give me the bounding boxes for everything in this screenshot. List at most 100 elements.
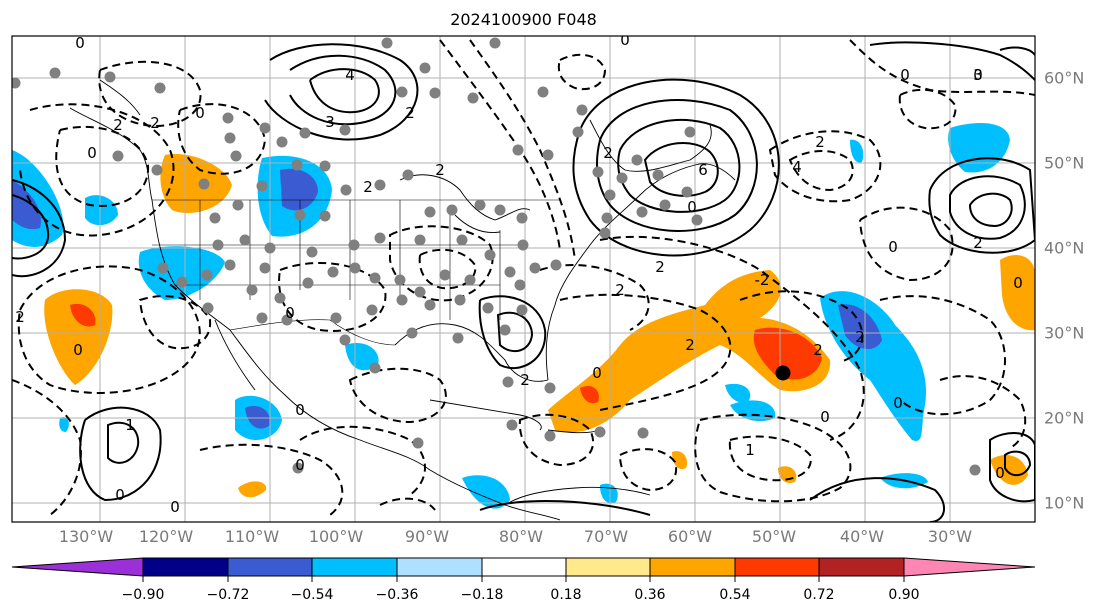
map-frame bbox=[11, 35, 1036, 523]
contour-value-label: 0 bbox=[170, 498, 180, 516]
contour-value-label: 0 bbox=[195, 104, 205, 122]
lon-label: 130°W bbox=[58, 527, 114, 546]
contour-value-label: 1 bbox=[745, 441, 755, 459]
contour-value-label: 1 bbox=[125, 416, 135, 434]
colorbar-segment bbox=[397, 558, 482, 576]
colorbar bbox=[11, 557, 1036, 582]
anomaly-positive-shade bbox=[778, 466, 797, 484]
contour-value-label: 0 bbox=[888, 238, 898, 256]
shaded-anomalies bbox=[12, 123, 1035, 509]
colorbar-segment bbox=[735, 558, 819, 576]
colorbar-tick-label: −0.54 bbox=[290, 587, 334, 603]
anomaly-negative-shade bbox=[600, 483, 618, 504]
contour-value-label: 2 bbox=[520, 371, 530, 389]
colorbar-extend-low bbox=[12, 558, 143, 576]
anomaly-negative-shade bbox=[850, 139, 864, 163]
contour-value-label: 0 bbox=[75, 34, 85, 52]
colorbar-tick-label: −0.90 bbox=[121, 587, 165, 603]
contour-value-label: 0 bbox=[295, 401, 305, 419]
anomaly-positive-core bbox=[753, 327, 822, 380]
lon-label: 80°W bbox=[498, 527, 544, 546]
anomaly-negative-core bbox=[12, 180, 41, 230]
colorbar-segment bbox=[650, 558, 735, 576]
contour-value-label: 2 bbox=[615, 281, 625, 299]
anomaly-negative-shade bbox=[345, 342, 379, 371]
anomaly-negative-shade bbox=[725, 383, 751, 403]
lat-lon-grid bbox=[12, 36, 1035, 522]
colorbar-extend-high bbox=[904, 558, 1035, 576]
colorbar-tick-label: 0.18 bbox=[550, 587, 582, 603]
anomaly-negative-shade bbox=[85, 195, 118, 226]
lat-label: 50°N bbox=[1044, 153, 1085, 173]
anomaly-negative-shade bbox=[948, 123, 1010, 173]
positive-contours bbox=[12, 41, 1035, 522]
contour-value-label: 0 bbox=[995, 464, 1005, 482]
lon-label: 120°W bbox=[138, 527, 194, 546]
anomaly-positive-shade bbox=[672, 451, 688, 470]
contour-value-label: 2 bbox=[813, 341, 823, 359]
contour-value-label: 0 bbox=[285, 304, 295, 322]
lon-label: 110°W bbox=[224, 527, 280, 546]
contour-value-label: 2 bbox=[113, 116, 123, 134]
anomaly-positive-core bbox=[580, 385, 599, 404]
anomaly-positive-shade bbox=[160, 154, 232, 213]
anomaly-negative-shade bbox=[138, 246, 225, 300]
contour-value-label: 0 bbox=[900, 66, 910, 84]
colorbar-tick-label: −0.36 bbox=[375, 587, 419, 603]
colorbar-segment bbox=[819, 558, 904, 576]
contour-value-label: 3 bbox=[973, 66, 983, 84]
contour-value-label: 0 bbox=[893, 394, 903, 412]
lon-label: 90°W bbox=[404, 527, 450, 546]
lon-label: 100°W bbox=[308, 527, 364, 546]
contour-value-label: 3 bbox=[325, 113, 335, 131]
contour-value-label: 2 bbox=[15, 308, 25, 326]
contour-value-label: 0 bbox=[592, 364, 602, 382]
contour-value-label: 2 bbox=[603, 144, 613, 162]
colorbar-segment bbox=[312, 558, 397, 576]
contour-value-label: 4 bbox=[345, 66, 355, 84]
contour-value-label: 0 bbox=[973, 66, 983, 84]
contour-value-label: 2 bbox=[435, 161, 445, 179]
lat-label: 40°N bbox=[1044, 238, 1085, 258]
contour-value-label: 2 bbox=[655, 258, 665, 276]
contour-value-label: 4 bbox=[792, 158, 802, 176]
anomaly-positive-shade bbox=[1000, 255, 1035, 331]
contour-value-label: 2 bbox=[405, 104, 415, 122]
colorbar-segment bbox=[566, 558, 650, 576]
contour-value-label: 2 bbox=[150, 114, 160, 132]
anomaly-negative-shade bbox=[730, 400, 776, 422]
contour-value-label: 2 bbox=[815, 133, 825, 151]
contour-value-label: 0 bbox=[295, 456, 305, 474]
contour-value-label: 2 bbox=[855, 328, 865, 346]
lon-label: 60°W bbox=[667, 527, 713, 546]
contour-value-label: 2 bbox=[685, 336, 695, 354]
contour-value-label: 0 bbox=[73, 341, 83, 359]
lon-label: 70°W bbox=[583, 527, 629, 546]
colorbar-tick-label: −0.72 bbox=[206, 587, 250, 603]
contour-value-label: 0 bbox=[87, 144, 97, 162]
colorbar-segment bbox=[228, 558, 312, 576]
contour-value-label: 0 bbox=[1013, 274, 1023, 292]
map-title: 2024100900 F048 bbox=[450, 10, 597, 29]
anomaly-positive-shade bbox=[548, 270, 831, 433]
lon-label: 30°W bbox=[927, 527, 973, 546]
lat-label: 10°N bbox=[1044, 493, 1085, 513]
lon-label: 40°W bbox=[839, 527, 885, 546]
anomaly-positive-shade bbox=[44, 289, 113, 385]
colorbar-outline bbox=[11, 557, 1036, 577]
colorbar-segment bbox=[143, 558, 228, 576]
center-marker bbox=[775, 365, 791, 381]
contour-value-label: 0 bbox=[115, 486, 125, 504]
colorbar-segment bbox=[482, 558, 566, 576]
station-dots bbox=[12, 37, 981, 476]
lat-label: 60°N bbox=[1044, 68, 1085, 88]
contour-value-label: 2 bbox=[973, 234, 983, 252]
colorbar-tick-label: −0.18 bbox=[460, 587, 504, 603]
colorbar-tick-label: 0.90 bbox=[888, 587, 920, 603]
lon-label: 50°W bbox=[751, 527, 797, 546]
anomaly-positive-shade bbox=[238, 481, 267, 498]
lat-label: 20°N bbox=[1044, 408, 1085, 428]
colorbar-tick-label: 0.36 bbox=[634, 587, 666, 603]
